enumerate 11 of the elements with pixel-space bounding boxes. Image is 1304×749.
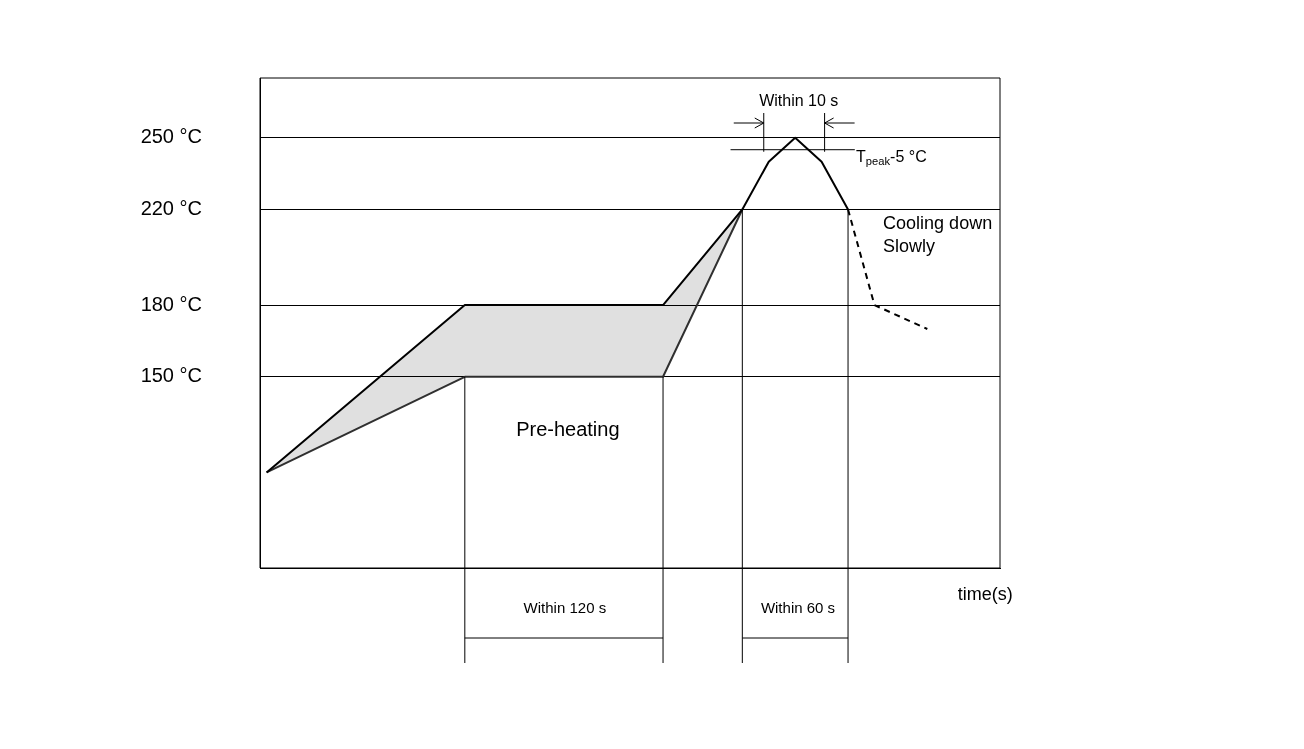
annotation: Cooling down [883, 212, 993, 233]
text: Within 120 s [523, 598, 607, 616]
y-tick-label: 180 °C [140, 292, 202, 315]
annotation: Pre-heating [516, 418, 620, 441]
y-tick-label: 150 °C [140, 364, 202, 387]
text: time(s) [957, 583, 1013, 604]
annotation: Slowly [883, 235, 936, 256]
y-tick-label: 220 °C [140, 196, 202, 219]
annotation: Within 10 s [759, 91, 839, 109]
text: Within 60 s [760, 598, 836, 616]
y-tick-label: 250 °C [140, 125, 202, 148]
